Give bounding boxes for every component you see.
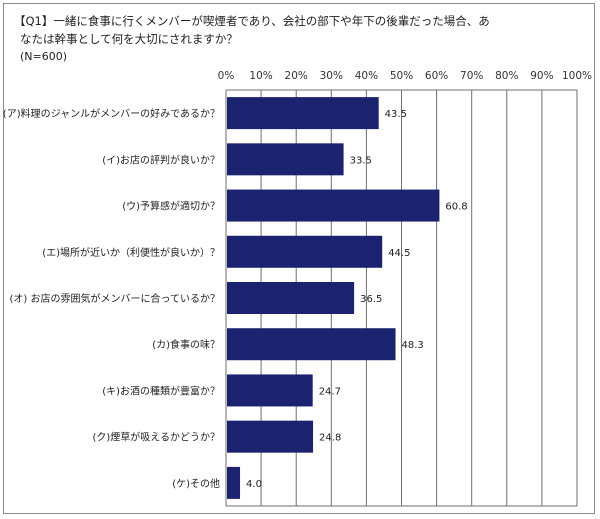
question-text-line2: なたは幹事として何を大切にされますか？	[20, 32, 238, 46]
data-value-label: 48.3	[402, 340, 424, 351]
question-text-line1: 【Q1】一緒に食事に行くメンバーが喫煙者であり、会社の部下や年下の後輩だった場合…	[14, 14, 490, 28]
bars	[227, 97, 440, 499]
x-tick-label: 70%	[460, 70, 483, 82]
x-tick-label: 30%	[320, 70, 343, 82]
category-label: (キ)お酒の種類が豊富か？	[102, 384, 220, 397]
labels: 0% 10% 20% 30% 40% 50% 60% 70% 80% 90% 100% (ア)料理のジ…	[3, 70, 592, 490]
bar	[227, 374, 313, 407]
bar	[227, 466, 241, 499]
data-value-label: 60.8	[445, 202, 467, 213]
category-label: (イ)お店の評判が良いか？	[102, 153, 220, 166]
x-tick-label: 10%	[249, 70, 272, 82]
data-value-label: 36.5	[360, 294, 382, 305]
x-tick-label: 60%	[425, 70, 448, 82]
category-label: (カ)食事の味？	[152, 338, 220, 351]
data-value-label: 24.7	[319, 386, 341, 397]
bar	[227, 282, 355, 314]
x-tick-label: 100%	[562, 70, 592, 82]
category-label: (エ)場所が近いか（利便性が良いか）？	[42, 246, 220, 259]
x-tick-label: 20%	[285, 70, 308, 82]
category-label: (ケ)その他	[172, 477, 220, 490]
category-label: (ウ)予算感が適切か？	[122, 200, 220, 213]
bar	[227, 235, 383, 268]
bar	[227, 420, 314, 453]
x-tick-label: 90%	[530, 70, 553, 82]
data-value-label: 4.0	[246, 479, 262, 490]
category-label: (ク)煙草が吸えるかどうか？	[92, 431, 220, 444]
data-value-label: 43.5	[385, 109, 407, 120]
bar	[227, 328, 396, 361]
category-label: (ア)料理のジャンルがメンバーの好みであるか？	[3, 107, 220, 120]
category-label: (オ) お店の雰囲気がメンバーに合っているか？	[10, 292, 220, 305]
x-tick-label: 50%	[390, 70, 413, 82]
sample-size: (N=600)	[20, 50, 68, 63]
data-value-label: 24.8	[319, 433, 341, 444]
bar	[227, 143, 344, 176]
bar	[227, 97, 379, 130]
data-value-label: 44.5	[388, 248, 410, 259]
x-tick-label: 0%	[218, 70, 235, 82]
x-tick-label: 80%	[495, 70, 518, 82]
x-tick-label: 40%	[355, 70, 378, 82]
data-value-label: 33.5	[350, 155, 372, 166]
bar	[227, 189, 440, 222]
